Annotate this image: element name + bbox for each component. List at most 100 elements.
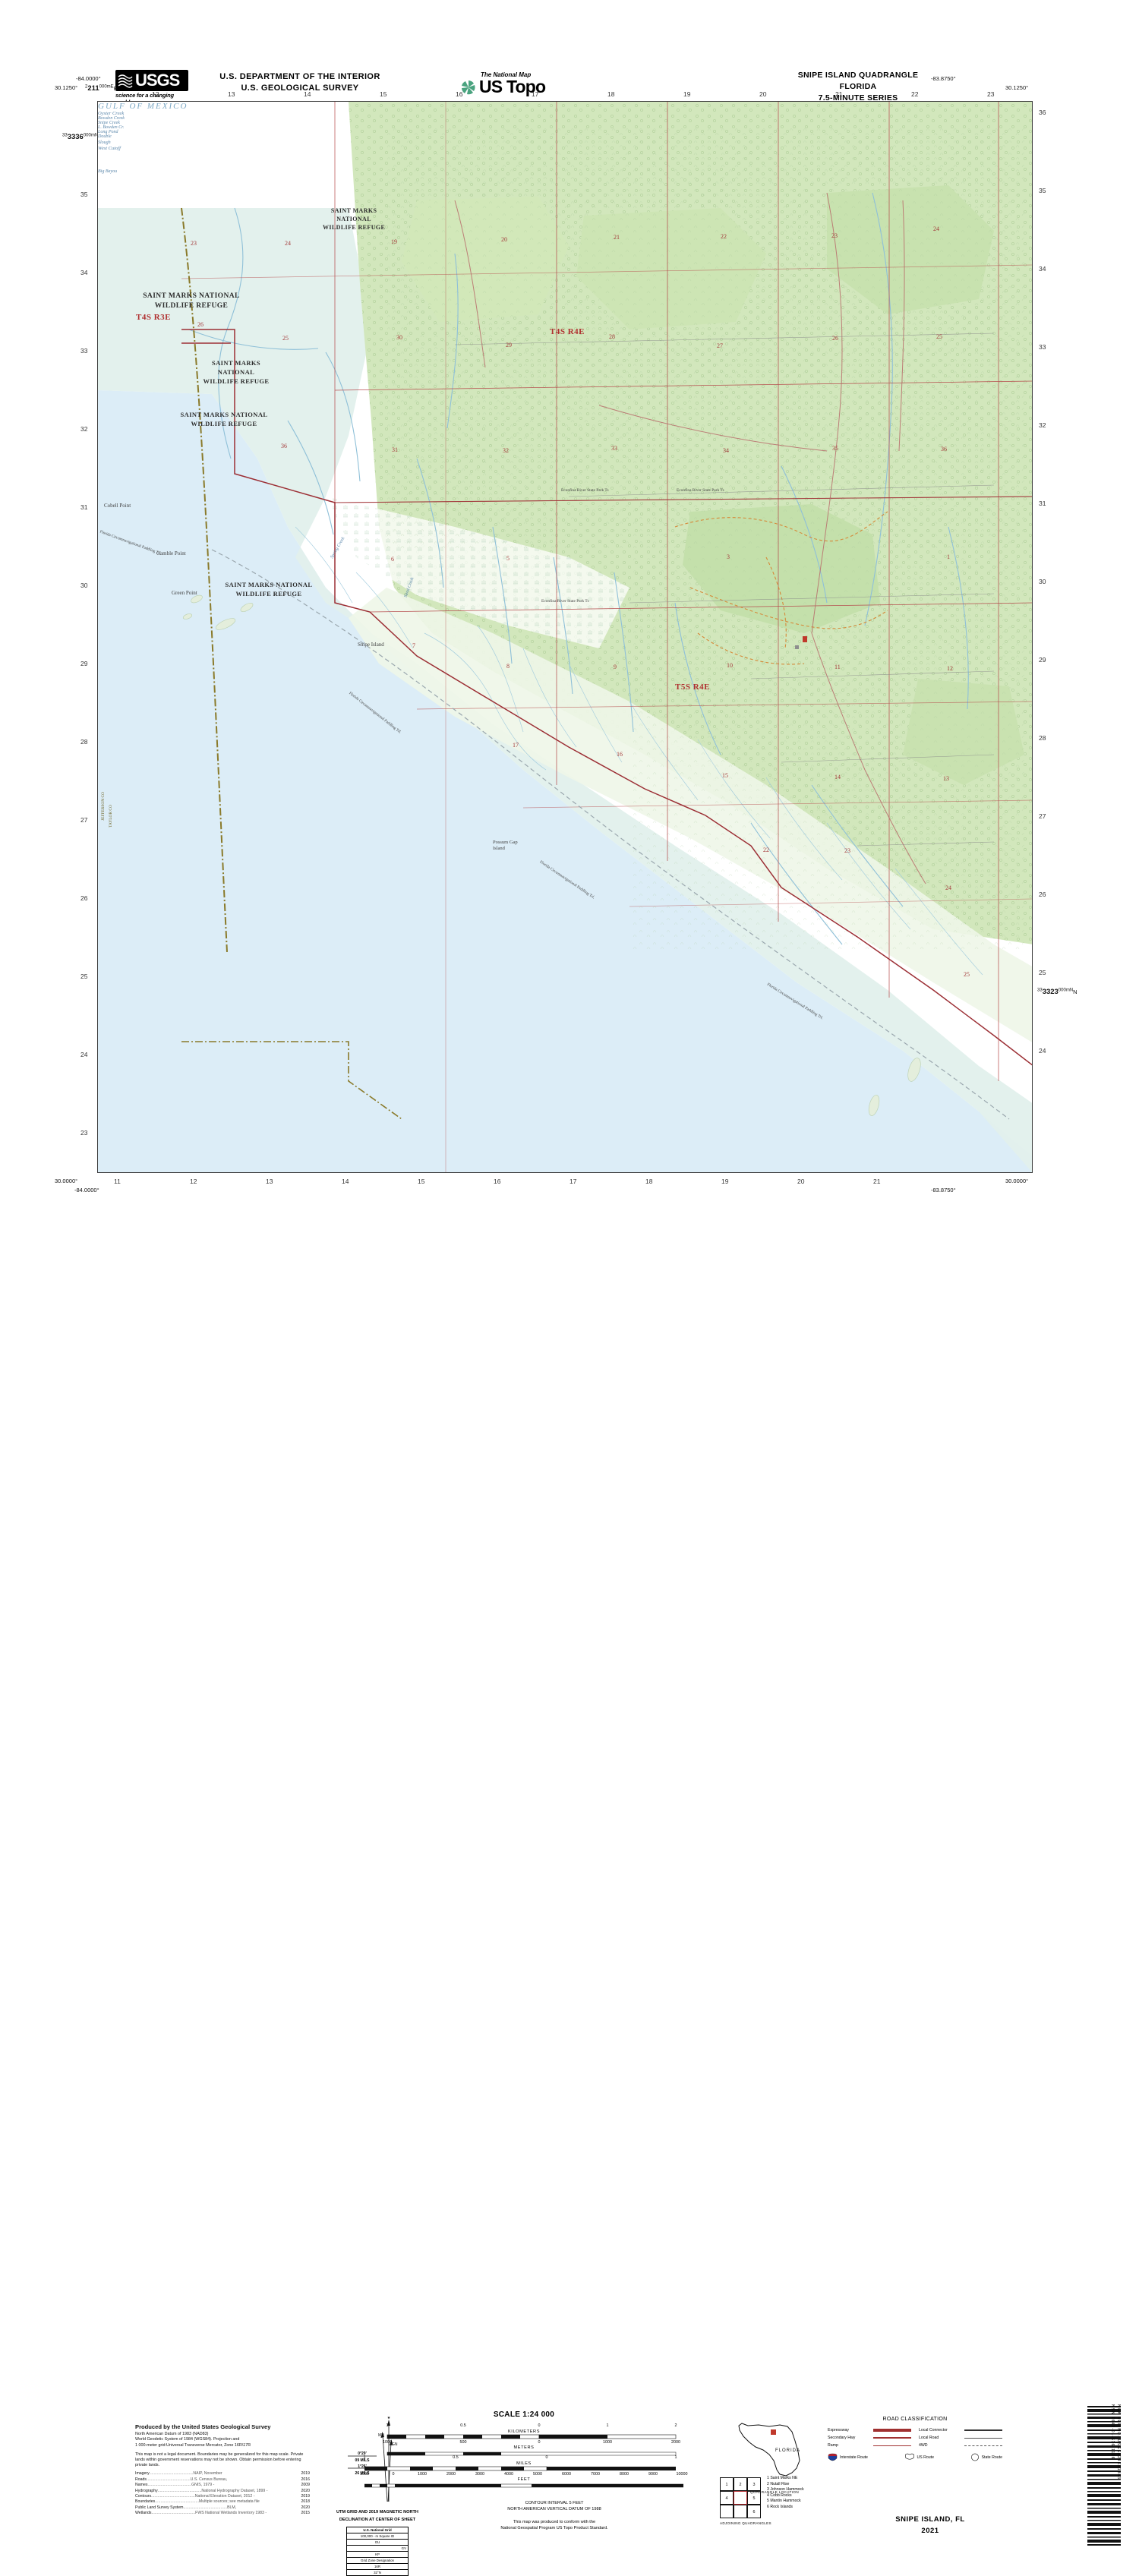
interstate-shield-label: Interstate Route [840,2455,868,2460]
adjoining-list: 1 Saint Marks NE 2 Nutall Rise 3 Johnson H… [767,2476,804,2511]
conform-line-1: This map was produced to conform with th… [513,2519,596,2524]
scale-tick-label: 1000 [383,2440,392,2445]
scale-tick-label: 1 [674,2455,677,2460]
map-label-gamble-point: Gamble Point [156,550,186,557]
grid-number: 15 [380,90,387,98]
us-route-shield-item: US Route [904,2453,934,2461]
section-number: 27 [717,342,723,349]
section-number: 23 [844,847,850,854]
map-label-trs-2: T4S R4E [550,327,585,336]
corner-sw-lon: -84.0000° [74,1187,99,1193]
map-collar: Produced by the United States Geological… [0,1181,1139,2576]
section-number-layer: 23 24 19 20 21 22 23 24 26 25 30 29 28 27 26 25 36 31 32 33… [98,102,1032,1172]
declination-caption-1: UTM GRID AND 2019 MAGNETIC NORTH [336,2510,418,2515]
grid-number: 26 [1039,891,1046,898]
road-class-label: Ramp [828,2443,838,2448]
scale-tick-label: 0 [392,2472,395,2477]
source-detail: ........................................… [147,2483,215,2488]
road-class-label: Local Connector [919,2428,948,2433]
adjoining-cell: 3 [747,2477,761,2491]
map-label-l-bowden-cr: L. Bowden Cr. [98,125,125,130]
adjoining-name: 1 Saint Marks NE [767,2476,798,2480]
source-year: 2020 [301,2505,310,2510]
scale-tick-label: 1 [363,2455,366,2460]
state-route-shield-icon [970,2453,979,2461]
us-topo-text: US Topo [479,77,546,96]
grid-number: 33 [1039,343,1046,351]
road-class-swatch [873,2437,911,2439]
scale-bar-ft [364,2483,684,2488]
section-number: 1 [947,553,950,560]
scale-unit-feet: FEET [517,2477,531,2482]
section-number: 26 [832,335,838,342]
scale-tick-label: 3000 [475,2472,484,2477]
map-label-double-slough: Double Slough [98,134,112,145]
credits-block: Produced by the United States Geological… [135,2424,310,2517]
nga-label: NGA REF NO. [1116,2404,1121,2438]
map-label-possum-gap-island: Possum Gap Island [493,840,518,851]
scale-tick-label: 2000 [671,2440,680,2445]
map-label-bowden-creek: Bowden Creek [98,116,125,121]
road-class-right-column: Local Connector Local Road 4WD [919,2426,1002,2449]
section-number: 12 [947,665,953,672]
map-canvas[interactable]: SAINT MARKS NATIONAL WILDLIFE REFUGE SAINT… [98,102,1032,1172]
usgs-wordmark-text: USGS [135,71,180,90]
section-number: 14 [835,774,841,780]
road-class-label: Secondary Hwy [828,2436,856,2440]
source-detail: ........................................… [155,2499,260,2505]
map-label-refuge-1: SAINT MARKS NATIONAL WILDLIFE REFUGE [323,207,386,231]
map-area[interactable]: 30.1250° -84.0000° 2211000mEE 333336000m… [55,75,1077,1193]
scale-tick-label: 1 [386,2423,389,2428]
grid-number: 23 [987,90,995,98]
scale-tick-label: 1000 [603,2440,612,2445]
section-number: 22 [721,233,727,240]
grid-number: 22 [911,90,919,98]
agency-title: U.S. DEPARTMENT OF THE INTERIOR U.S. GEO… [190,71,410,94]
map-label-cobell-point: Cobell Point [104,503,131,509]
grid-number: 28 [80,738,88,746]
us-route-shield-icon [904,2453,914,2460]
corner-nw-lat: 30.1250° [55,84,78,91]
source-year: 2015 [301,2511,310,2516]
map-label-gulf-of-mexico: GULF OF MEXICO [98,102,188,111]
quadrangle-title: SNIPE ISLAND QUADRANGLE FLORIDA 7.5-MINU… [683,70,1033,104]
source-detail: ........................................… [151,2494,255,2499]
map-label-west-cutoff: West Cutoff [98,146,121,151]
florida-state-outline-icon: FLORIDA [738,2423,800,2477]
grid-number: 20 [797,1178,805,1185]
grid-number: 25 [80,973,88,980]
scale-tick-label: 1 [606,2423,609,2428]
grid-number: 14 [342,1178,349,1185]
national-map-text: The National Map [481,71,532,78]
corner-ne-lon: -83.8750° [931,75,956,82]
section-number: 30 [396,334,402,341]
road-class-row: Secondary Hwy [828,2434,911,2442]
map-label-trail-econfina-2: Econfina River State Park Tr. [677,488,725,493]
usgs-topo-sheet: USGS science for a changing world U.S. D… [0,70,1139,2576]
us-topo-logo: The National Map US Topo [459,71,596,96]
adjoining-name: 5 Mantin Hammock [767,2499,801,2504]
scale-tick-label: 1000 [418,2472,427,2477]
section-number: 13 [943,775,949,782]
section-number: 21 [614,234,620,241]
footer-quad-state: SNIPE ISLAND, FL [895,2515,965,2524]
scale-tick-label: 8000 [620,2472,629,2477]
usng-title: U.S. National Grid [347,2527,408,2533]
section-number: 24 [945,884,951,891]
grid-number: 16 [494,1178,501,1185]
agency-line-2: U.S. GEOLOGICAL SURVEY [241,84,359,93]
source-name: Wetlands [135,2511,152,2516]
interstate-shield-item: Interstate Route [828,2453,868,2461]
grid-number: 27 [1039,812,1046,820]
source-year: 2016 [301,2477,310,2482]
corner-nw-utm-n: 333336000mNN [62,133,103,141]
state-route-shield-label: State Route [981,2455,1002,2460]
scale-miles: 1 0.5 0 1 MILES [364,2455,683,2472]
section-number: 25 [964,971,970,978]
map-label-refuge-5: SAINT MARKS NATIONAL WILDLIFE REFUGE [225,581,313,597]
grid-number: 30 [1039,578,1046,585]
corner-se-lon: -83.8750° [931,1187,956,1193]
map-label-snipe-island: Snipe Island [358,642,384,648]
section-number: 22 [763,847,769,853]
barcode-nga: NGA REF NO. USGSX24K41883 [1116,2404,1121,2480]
